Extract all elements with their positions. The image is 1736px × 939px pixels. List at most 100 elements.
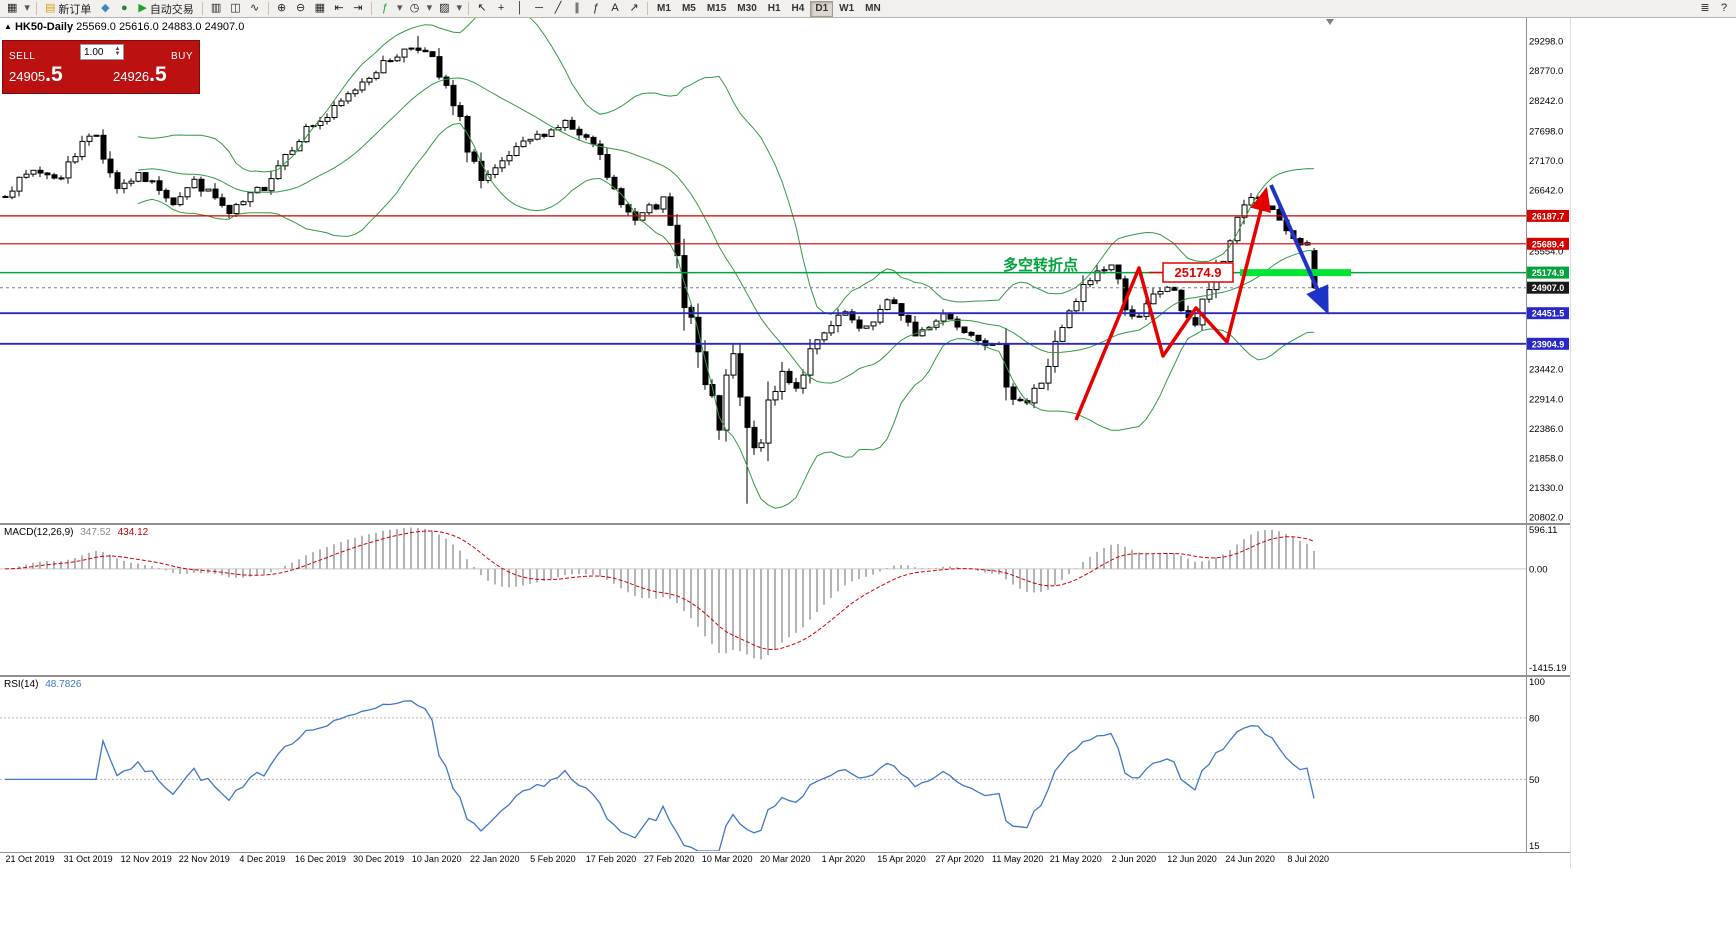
window-right-border xyxy=(1570,18,1571,868)
rsi-panel[interactable] xyxy=(0,700,1526,851)
toolbar-arrow-tool[interactable]: ↗ xyxy=(625,1,643,17)
date-axis-label: 15 Apr 2020 xyxy=(877,854,926,864)
toolbar-trendline-tool[interactable]: ╱ xyxy=(549,1,567,17)
toolbar-templates[interactable]: ▨ xyxy=(435,1,453,17)
toolbar-chart-profiles-menu[interactable]: ▾ xyxy=(22,1,32,17)
toolbar-tile-windows[interactable]: ▦ xyxy=(311,1,329,17)
chart-title: ▲ HK50-Daily 25569.0 25616.0 24883.0 249… xyxy=(4,21,244,33)
timeframe-W1[interactable]: W1 xyxy=(834,1,859,17)
cursor-tool-icon: ↖ xyxy=(477,2,487,14)
toolbar-periods-menu[interactable]: ▾ xyxy=(425,1,435,17)
red-zigzag-arrow[interactable] xyxy=(1074,186,1271,421)
timeframe-H1[interactable]: H1 xyxy=(763,1,786,17)
price-axis-label: 23442.0 xyxy=(1529,365,1563,376)
toolbar-zoom-out[interactable]: ⊖ xyxy=(292,1,310,17)
toolbar-templates-menu[interactable]: ▾ xyxy=(455,1,465,17)
main-chart-plot[interactable]: 多空转折点 25174.9 xyxy=(0,3,1526,509)
price-axis-label: 20802.0 xyxy=(1529,513,1563,524)
toolbar-crosshair-tool[interactable]: + xyxy=(492,1,510,17)
sell-label: SELL xyxy=(9,50,36,62)
date-axis-label: 30 Dec 2019 xyxy=(353,854,404,864)
toolbar-separator xyxy=(201,2,203,15)
sell-button[interactable]: SELL 24905.5 xyxy=(3,41,93,93)
toolbar-bar-chart-mode[interactable]: ▥ xyxy=(207,1,225,17)
toolbar-separator xyxy=(468,2,470,15)
macd-panel-separator[interactable] xyxy=(0,523,1570,525)
blue-down-arrow[interactable] xyxy=(1269,184,1329,315)
timeframe-M5[interactable]: M5 xyxy=(677,1,701,17)
timeframe-D1[interactable]: D1 xyxy=(810,0,834,17)
macd-panel[interactable] xyxy=(0,527,1526,660)
price-axis-border xyxy=(1526,18,1527,852)
toolbar-data-window[interactable]: ● xyxy=(115,1,133,17)
indicators-icon: ƒ xyxy=(381,2,389,14)
toolbar-market-watch[interactable]: ◆ xyxy=(96,1,114,17)
periods-menu-icon: ▾ xyxy=(426,2,433,14)
macd-indicator-header: MACD(12,26,9) 347.52 434.12 xyxy=(4,527,148,538)
date-axis-label: 8 Jul 2020 xyxy=(1287,854,1329,864)
rsi-axis-label: 15 xyxy=(1529,841,1540,852)
chart-shift-icon: ⇥ xyxy=(353,2,363,14)
toolbar-vertical-line-tool[interactable]: │ xyxy=(511,1,529,17)
toolbar-channel-tool[interactable]: ∥ xyxy=(568,1,586,17)
price-axis-label: 21330.0 xyxy=(1529,483,1563,494)
toolbar-new-chart[interactable]: ▦ xyxy=(3,1,21,17)
toolbar-periods[interactable]: ◷ xyxy=(406,1,424,17)
zoom-out-icon: ⊖ xyxy=(296,2,306,14)
volume-input[interactable] xyxy=(81,46,112,58)
volume-up-button[interactable]: ▲ xyxy=(114,46,121,52)
svg-text:24451.5: 24451.5 xyxy=(1532,309,1565,319)
toolbar-separator xyxy=(371,2,373,15)
toolbar-candlestick-mode[interactable]: ◫ xyxy=(226,1,244,17)
timeframe-M30[interactable]: M30 xyxy=(732,1,761,17)
trend-note-text[interactable]: 多空转折点 xyxy=(1003,256,1078,274)
timeframe-M15[interactable]: M15 xyxy=(702,1,731,17)
date-axis-label: 11 May 2020 xyxy=(992,854,1043,864)
svg-text:25689.4: 25689.4 xyxy=(1532,239,1565,249)
volume-down-button[interactable]: ▼ xyxy=(114,51,121,57)
ohlc-values: 25569.0 25616.0 24883.0 24907.0 xyxy=(76,21,245,33)
date-axis-label: 10 Mar 2020 xyxy=(702,854,753,864)
timeframe-M1[interactable]: M1 xyxy=(652,1,676,17)
date-axis-label: 4 Dec 2019 xyxy=(239,854,285,864)
date-axis-label: 12 Jun 2020 xyxy=(1167,854,1217,864)
toolbar-fibonacci-tool[interactable]: ƒ xyxy=(587,1,605,17)
trendline-tool-icon: ╱ xyxy=(554,2,562,14)
chart-shift-marker[interactable] xyxy=(1326,19,1334,25)
toolbar-indicators[interactable]: ƒ xyxy=(376,1,394,17)
toolbar-text-tool[interactable]: A xyxy=(606,1,624,17)
macd-signal-line xyxy=(4,530,1315,651)
help-icon: ? xyxy=(1720,2,1728,14)
toolbar-window-list[interactable]: ≣ xyxy=(1696,1,1714,17)
toolbar-cursor-tool[interactable]: ↖ xyxy=(473,1,491,17)
toolbar-zoom-in[interactable]: ⊕ xyxy=(273,1,291,17)
toolbar-indicators-menu[interactable]: ▾ xyxy=(395,1,405,17)
toolbar-horizontal-line-tool[interactable]: ─ xyxy=(530,1,548,17)
crosshair-tool-icon: + xyxy=(497,2,505,14)
horizontal-line-tool-icon: ─ xyxy=(535,2,543,14)
buy-label: BUY xyxy=(170,50,193,62)
date-axis-label: 10 Jan 2020 xyxy=(412,854,462,864)
toolbar-line-chart-mode[interactable]: ∿ xyxy=(246,1,264,17)
horizontal-level-lines[interactable] xyxy=(0,215,1526,345)
price-level-tag xyxy=(1527,281,1569,294)
timeframe-MN[interactable]: MN xyxy=(860,1,886,17)
rsi-panel-separator[interactable] xyxy=(0,675,1570,677)
rsi-name: RSI(14) xyxy=(4,679,39,690)
buy-button[interactable]: BUY 24926.5 xyxy=(109,41,199,93)
tile-windows-icon: ▦ xyxy=(314,2,326,14)
price-axis-label: 21858.0 xyxy=(1529,454,1563,465)
price-tag-box[interactable] xyxy=(1162,262,1234,283)
date-axis-border xyxy=(0,852,1570,853)
toolbar-auto-trading[interactable]: ▶ 自动交易 xyxy=(134,1,197,17)
price-level-tag xyxy=(1527,209,1569,222)
toolbar-auto-scroll[interactable]: ⇤ xyxy=(330,1,348,17)
price-axis-label: 26642.0 xyxy=(1529,186,1563,197)
toolbar-new-order[interactable]: ▤ 新订单 xyxy=(41,1,95,17)
chart-annotations[interactable]: 多空转折点 25174.9 xyxy=(1003,184,1351,421)
buy-price: 24926.5 xyxy=(113,62,167,86)
toolbar-help[interactable]: ? xyxy=(1715,1,1733,17)
timeframe-H4[interactable]: H4 xyxy=(787,1,810,17)
toolbar-chart-shift[interactable]: ⇥ xyxy=(349,1,367,17)
